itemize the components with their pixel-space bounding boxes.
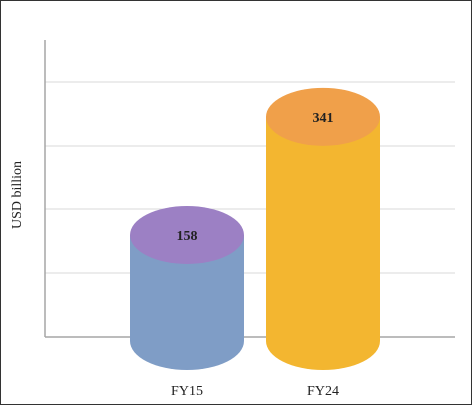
y-axis-label: USD billion <box>10 161 25 229</box>
cylinder-cap <box>266 87 380 146</box>
x-tick-label: FY15 <box>171 384 203 399</box>
cylinder-cap <box>130 205 244 264</box>
cylinder-body <box>266 116 380 341</box>
value-label: 341 <box>313 111 334 126</box>
x-tick-label: FY24 <box>307 384 339 399</box>
value-label: 158 <box>177 229 198 244</box>
